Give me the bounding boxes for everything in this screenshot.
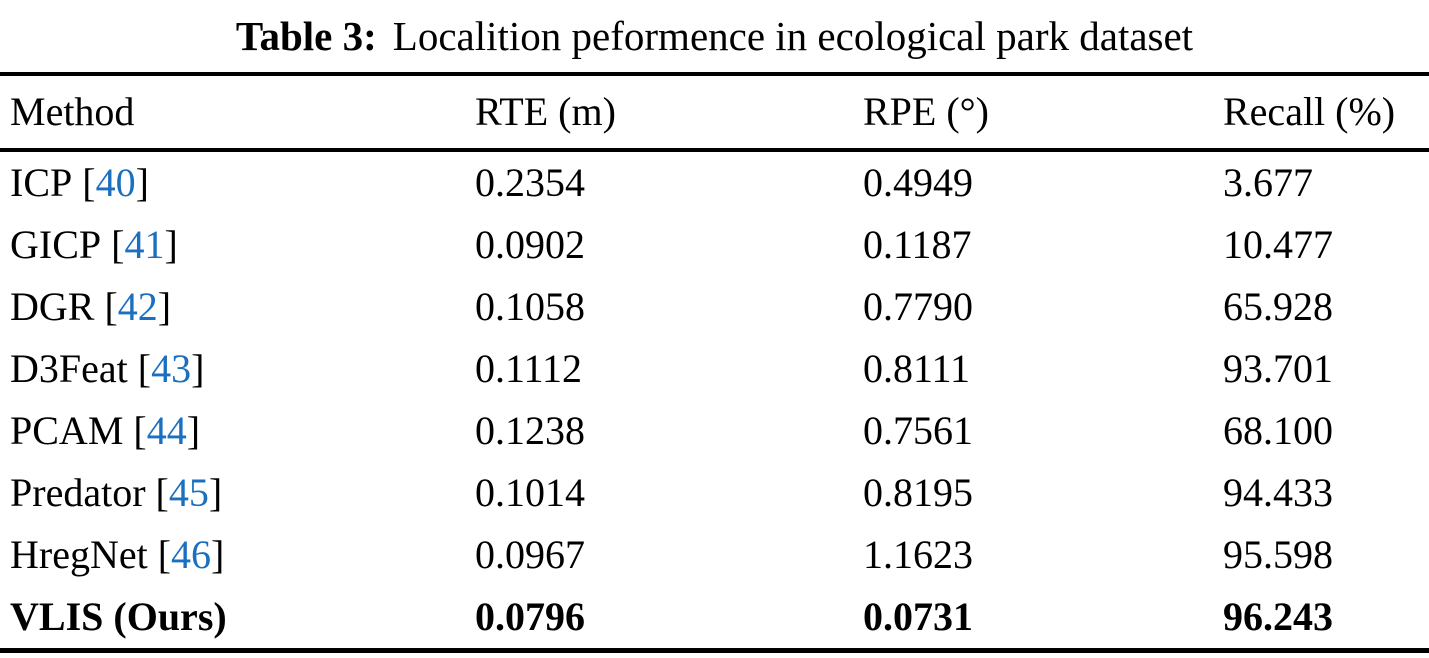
citation-link[interactable]: 40 (95, 160, 136, 205)
recall-value: 65.928 (1223, 284, 1333, 329)
citation-link[interactable]: 41 (124, 222, 165, 267)
rte-value: 0.0902 (475, 222, 585, 267)
citation-open-bracket: [ (157, 532, 172, 577)
recall-value: 3.677 (1223, 160, 1313, 205)
citation: [40] (82, 160, 149, 205)
citation-open-bracket: [ (104, 284, 118, 329)
rpe-value: 1.1623 (863, 532, 973, 577)
rpe-value: 0.8195 (863, 470, 973, 515)
table-row: ICP [40] 0.2354 0.4949 3.677 (0, 152, 1429, 214)
citation-open-bracket: [ (155, 470, 169, 515)
citation-close-bracket: ] (164, 222, 178, 267)
column-header-method: Method (10, 89, 135, 134)
citation-open-bracket: [ (137, 346, 152, 391)
recall-value: 68.100 (1223, 408, 1333, 453)
recall-value: 94.433 (1223, 470, 1333, 515)
rpe-value: 0.1187 (863, 222, 972, 267)
rpe-value: 0.7790 (863, 284, 973, 329)
table-body: ICP [40] 0.2354 0.4949 3.677 GICP [41] 0.0… (0, 152, 1429, 648)
citation: [43] (138, 346, 205, 391)
table-row: D3Feat [43] 0.1112 0.8111 93.701 (0, 338, 1429, 400)
table-row: HregNet [46] 0.0967 1.1623 95.598 (0, 524, 1429, 586)
method-name: Predator (10, 470, 146, 515)
rpe-value: 0.4949 (863, 160, 973, 205)
recall-value: 93.701 (1223, 346, 1333, 391)
rte-value: 0.1238 (475, 408, 585, 453)
method-name: D3Feat (10, 346, 128, 391)
column-header-rpe: RPE (°) (863, 89, 989, 134)
citation-link[interactable]: 42 (117, 284, 158, 329)
column-header-recall: Recall (%) (1223, 89, 1396, 134)
rte-value: 0.1112 (475, 346, 583, 391)
column-header-rte: RTE (m) (475, 89, 616, 134)
method-name: PCAM (10, 408, 124, 453)
citation: [44] (133, 408, 200, 453)
method-name: ICP (10, 160, 73, 205)
method-cell: Predator [45] (10, 473, 475, 513)
rte-value: 0.0967 (475, 532, 585, 577)
citation: [41] (111, 222, 178, 267)
table-header-row: Method RTE (m) RPE (°) Recall (%) (0, 76, 1429, 152)
table-caption: Table 3: Localition peformence in ecolog… (0, 0, 1429, 72)
citation-close-bracket: ] (186, 408, 201, 453)
method-name: GICP (10, 222, 102, 267)
rpe-value: 0.8111 (863, 346, 971, 391)
citation: [45] (156, 470, 223, 515)
citation-open-bracket: [ (111, 222, 125, 267)
citation-close-bracket: ] (191, 346, 205, 391)
citation-link[interactable]: 45 (168, 470, 209, 515)
method-cell: GICP [41] (10, 225, 475, 265)
recall-value: 10.477 (1223, 222, 1333, 267)
method-name: VLIS (Ours) (10, 594, 227, 639)
results-table: Method RTE (m) RPE (°) Recall (%) ICP [40… (0, 72, 1429, 653)
table-row: GICP [41] 0.0902 0.1187 10.477 (0, 214, 1429, 276)
rte-value: 0.1058 (475, 284, 585, 329)
citation-close-bracket: ] (211, 532, 225, 577)
recall-value: 95.598 (1223, 532, 1333, 577)
citation-open-bracket: [ (133, 408, 147, 453)
citation-link[interactable]: 46 (171, 532, 212, 577)
citation-link[interactable]: 44 (146, 408, 187, 453)
citation-close-bracket: ] (208, 470, 223, 515)
method-name: HregNet (10, 532, 148, 577)
method-cell: VLIS (Ours) (10, 597, 475, 637)
rte-value: 0.0796 (475, 594, 585, 639)
method-cell: PCAM [44] (10, 411, 475, 451)
recall-value: 96.243 (1223, 594, 1333, 639)
citation: [42] (104, 284, 171, 329)
rte-value: 0.2354 (475, 160, 585, 205)
citation-link[interactable]: 43 (151, 346, 192, 391)
table-caption-text: Localition peformence in ecological park… (392, 12, 1194, 59)
citation-open-bracket: [ (82, 160, 96, 205)
table-row: DGR [42] 0.1058 0.7790 65.928 (0, 276, 1429, 338)
method-cell: ICP [40] (10, 163, 475, 203)
table-row: VLIS (Ours) 0.0796 0.0731 96.243 (0, 586, 1429, 648)
method-cell: D3Feat [43] (10, 349, 475, 389)
table-row: Predator [45] 0.1014 0.8195 94.433 (0, 462, 1429, 524)
table-caption-label: Table 3: (235, 12, 377, 59)
rpe-value: 0.0731 (863, 594, 973, 639)
table-row: PCAM [44] 0.1238 0.7561 68.100 (0, 400, 1429, 462)
citation-close-bracket: ] (135, 160, 149, 205)
rpe-value: 0.7561 (863, 408, 973, 453)
method-cell: HregNet [46] (10, 535, 475, 575)
method-cell: DGR [42] (10, 287, 475, 327)
citation-close-bracket: ] (157, 284, 172, 329)
rte-value: 0.1014 (475, 470, 585, 515)
citation: [46] (158, 532, 225, 577)
method-name: DGR (10, 284, 95, 329)
